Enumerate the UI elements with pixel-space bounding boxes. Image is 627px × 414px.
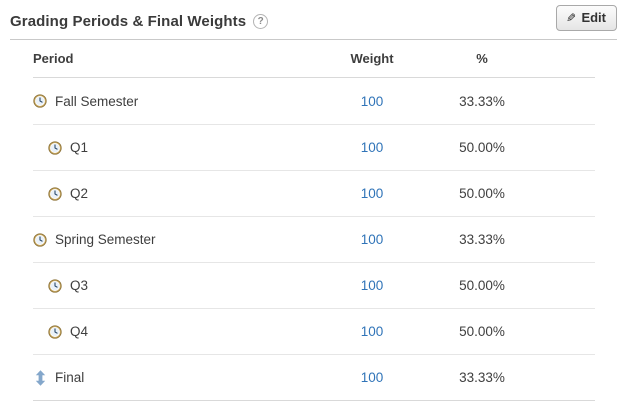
- help-icon[interactable]: ?: [253, 14, 269, 29]
- table-row: Q2 100 50.00%: [33, 170, 595, 216]
- clock-icon: [48, 278, 62, 293]
- pencil-icon: ✎: [566, 10, 577, 25]
- period-label: Final: [55, 370, 85, 385]
- weight-link[interactable]: 100: [360, 278, 384, 293]
- clock-icon: [33, 94, 47, 108]
- period-cell: Q3: [33, 278, 317, 293]
- icon-slot: [48, 324, 62, 339]
- column-header-period: Period: [33, 51, 74, 66]
- page-title: Grading Periods & Final Weights: [10, 13, 247, 30]
- period-cell: Q1: [33, 140, 317, 155]
- table-row: Final 100 33.33%: [33, 354, 595, 400]
- table-row: Q3 100 50.00%: [33, 262, 595, 308]
- table-row: Q4 100 50.00%: [33, 308, 595, 354]
- clock-icon: [48, 324, 62, 339]
- period-cell: Spring Semester: [33, 232, 317, 247]
- edit-button[interactable]: ✎ Edit: [556, 5, 617, 31]
- percent-value: 50.00%: [459, 186, 505, 201]
- percent-value: 33.33%: [459, 370, 505, 385]
- period-label: Q2: [70, 186, 89, 201]
- period-label: Q3: [70, 278, 89, 293]
- clock-icon: [48, 186, 62, 201]
- period-label: Q1: [70, 140, 89, 155]
- percent-value: 33.33%: [459, 232, 505, 247]
- clock-icon: [48, 140, 62, 155]
- weight-link[interactable]: 100: [360, 186, 384, 201]
- weight-link[interactable]: 100: [360, 232, 384, 247]
- weight-link[interactable]: 100: [360, 140, 384, 155]
- table-header-row: Period Weight %: [33, 40, 595, 78]
- icon-slot: [33, 94, 47, 108]
- percent-value: 50.00%: [459, 278, 505, 293]
- percent-value: 50.00%: [459, 324, 505, 339]
- percent-value: 50.00%: [459, 140, 505, 155]
- table-row: Fall Semester 100 33.33%: [33, 78, 595, 124]
- period-label: Q4: [70, 324, 89, 339]
- period-cell: Fall Semester: [33, 94, 317, 109]
- period-cell: Final: [33, 369, 317, 386]
- weight-link[interactable]: 100: [360, 93, 384, 109]
- period-cell: Q4: [33, 324, 317, 339]
- clock-icon: [33, 232, 47, 247]
- page-header: Grading Periods & Final Weights ? ✎ Edit: [10, 0, 617, 40]
- icon-slot: [33, 369, 47, 386]
- icon-slot: [48, 140, 62, 155]
- icon-slot: [48, 278, 62, 293]
- period-label: Fall Semester: [55, 93, 139, 109]
- table-row: Spring Semester 100 33.33%: [33, 216, 595, 262]
- column-header-percent: %: [476, 51, 488, 66]
- move-vertical-icon[interactable]: [35, 369, 46, 386]
- edit-button-label: Edit: [581, 10, 606, 25]
- weight-link[interactable]: 100: [360, 370, 384, 385]
- percent-value: 33.33%: [459, 93, 505, 109]
- period-cell: Q2: [33, 186, 317, 201]
- icon-slot: [33, 232, 47, 247]
- table-body: Fall Semester 100 33.33% Q1 100 50.00%: [33, 78, 595, 401]
- icon-slot: [48, 186, 62, 201]
- column-header-weight: Weight: [350, 51, 394, 66]
- period-label: Spring Semester: [55, 232, 156, 247]
- weight-link[interactable]: 100: [360, 324, 384, 339]
- table-row: Q1 100 50.00%: [33, 124, 595, 170]
- grading-periods-table: Period Weight % Fall Semester 100 33.33%: [33, 40, 595, 401]
